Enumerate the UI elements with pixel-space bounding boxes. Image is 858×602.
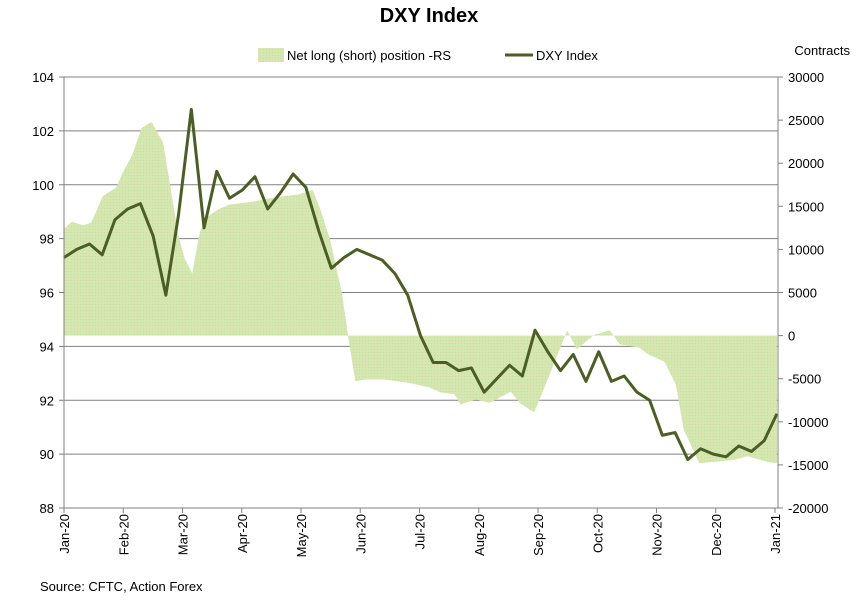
right-tick-label: 15000 (788, 199, 824, 214)
x-tick-label: Sep-20 (531, 514, 546, 556)
legend-swatch-net-position (258, 48, 284, 62)
legend-label-net-position: Net long (short) position -RS (287, 48, 451, 63)
x-tick-label: Oct-20 (590, 514, 605, 553)
right-tick-label: -20000 (788, 501, 828, 516)
right-tick-label: 10000 (788, 242, 824, 257)
right-tick-label: 0 (788, 329, 795, 344)
left-tick-label: 90 (40, 447, 54, 462)
x-tick-label: Jan-21 (768, 514, 783, 554)
x-tick-label: Jul-20 (413, 514, 428, 549)
x-tick-label: Mar-20 (176, 514, 191, 555)
right-tick-label: -5000 (788, 372, 821, 387)
right-tick-label: 25000 (788, 113, 824, 128)
left-tick-label: 96 (40, 286, 54, 301)
x-tick-label: Jan-20 (57, 514, 72, 554)
legend-label-dxy: DXY Index (536, 48, 598, 63)
right-tick-label: -10000 (788, 415, 828, 430)
x-tick-label: Aug-20 (472, 514, 487, 556)
legend: Net long (short) position -RS DXY Index (258, 48, 598, 63)
right-tick-label: 30000 (788, 70, 824, 85)
right-axis-title: Contracts (794, 43, 850, 58)
chart-title: DXY Index (380, 5, 479, 27)
right-tick-label: 5000 (788, 286, 817, 301)
left-tick-label: 88 (40, 501, 54, 516)
x-tick-label: May-20 (294, 514, 309, 557)
left-tick-label: 100 (32, 178, 54, 193)
right-tick-label: 20000 (788, 156, 824, 171)
source-note: Source: CFTC, Action Forex (40, 579, 203, 594)
left-tick-label: 102 (32, 124, 54, 139)
left-tick-label: 98 (40, 232, 54, 247)
x-tick-label: Nov-20 (650, 514, 665, 556)
left-tick-label: 92 (40, 393, 54, 408)
x-tick-label: Apr-20 (235, 514, 250, 553)
left-tick-label: 94 (40, 339, 54, 354)
x-tick-label: Dec-20 (709, 514, 724, 556)
right-tick-label: -15000 (788, 458, 828, 473)
left-tick-label: 104 (32, 70, 54, 85)
x-tick-label: Jun-20 (353, 514, 368, 554)
x-tick-label: Feb-20 (116, 514, 131, 555)
